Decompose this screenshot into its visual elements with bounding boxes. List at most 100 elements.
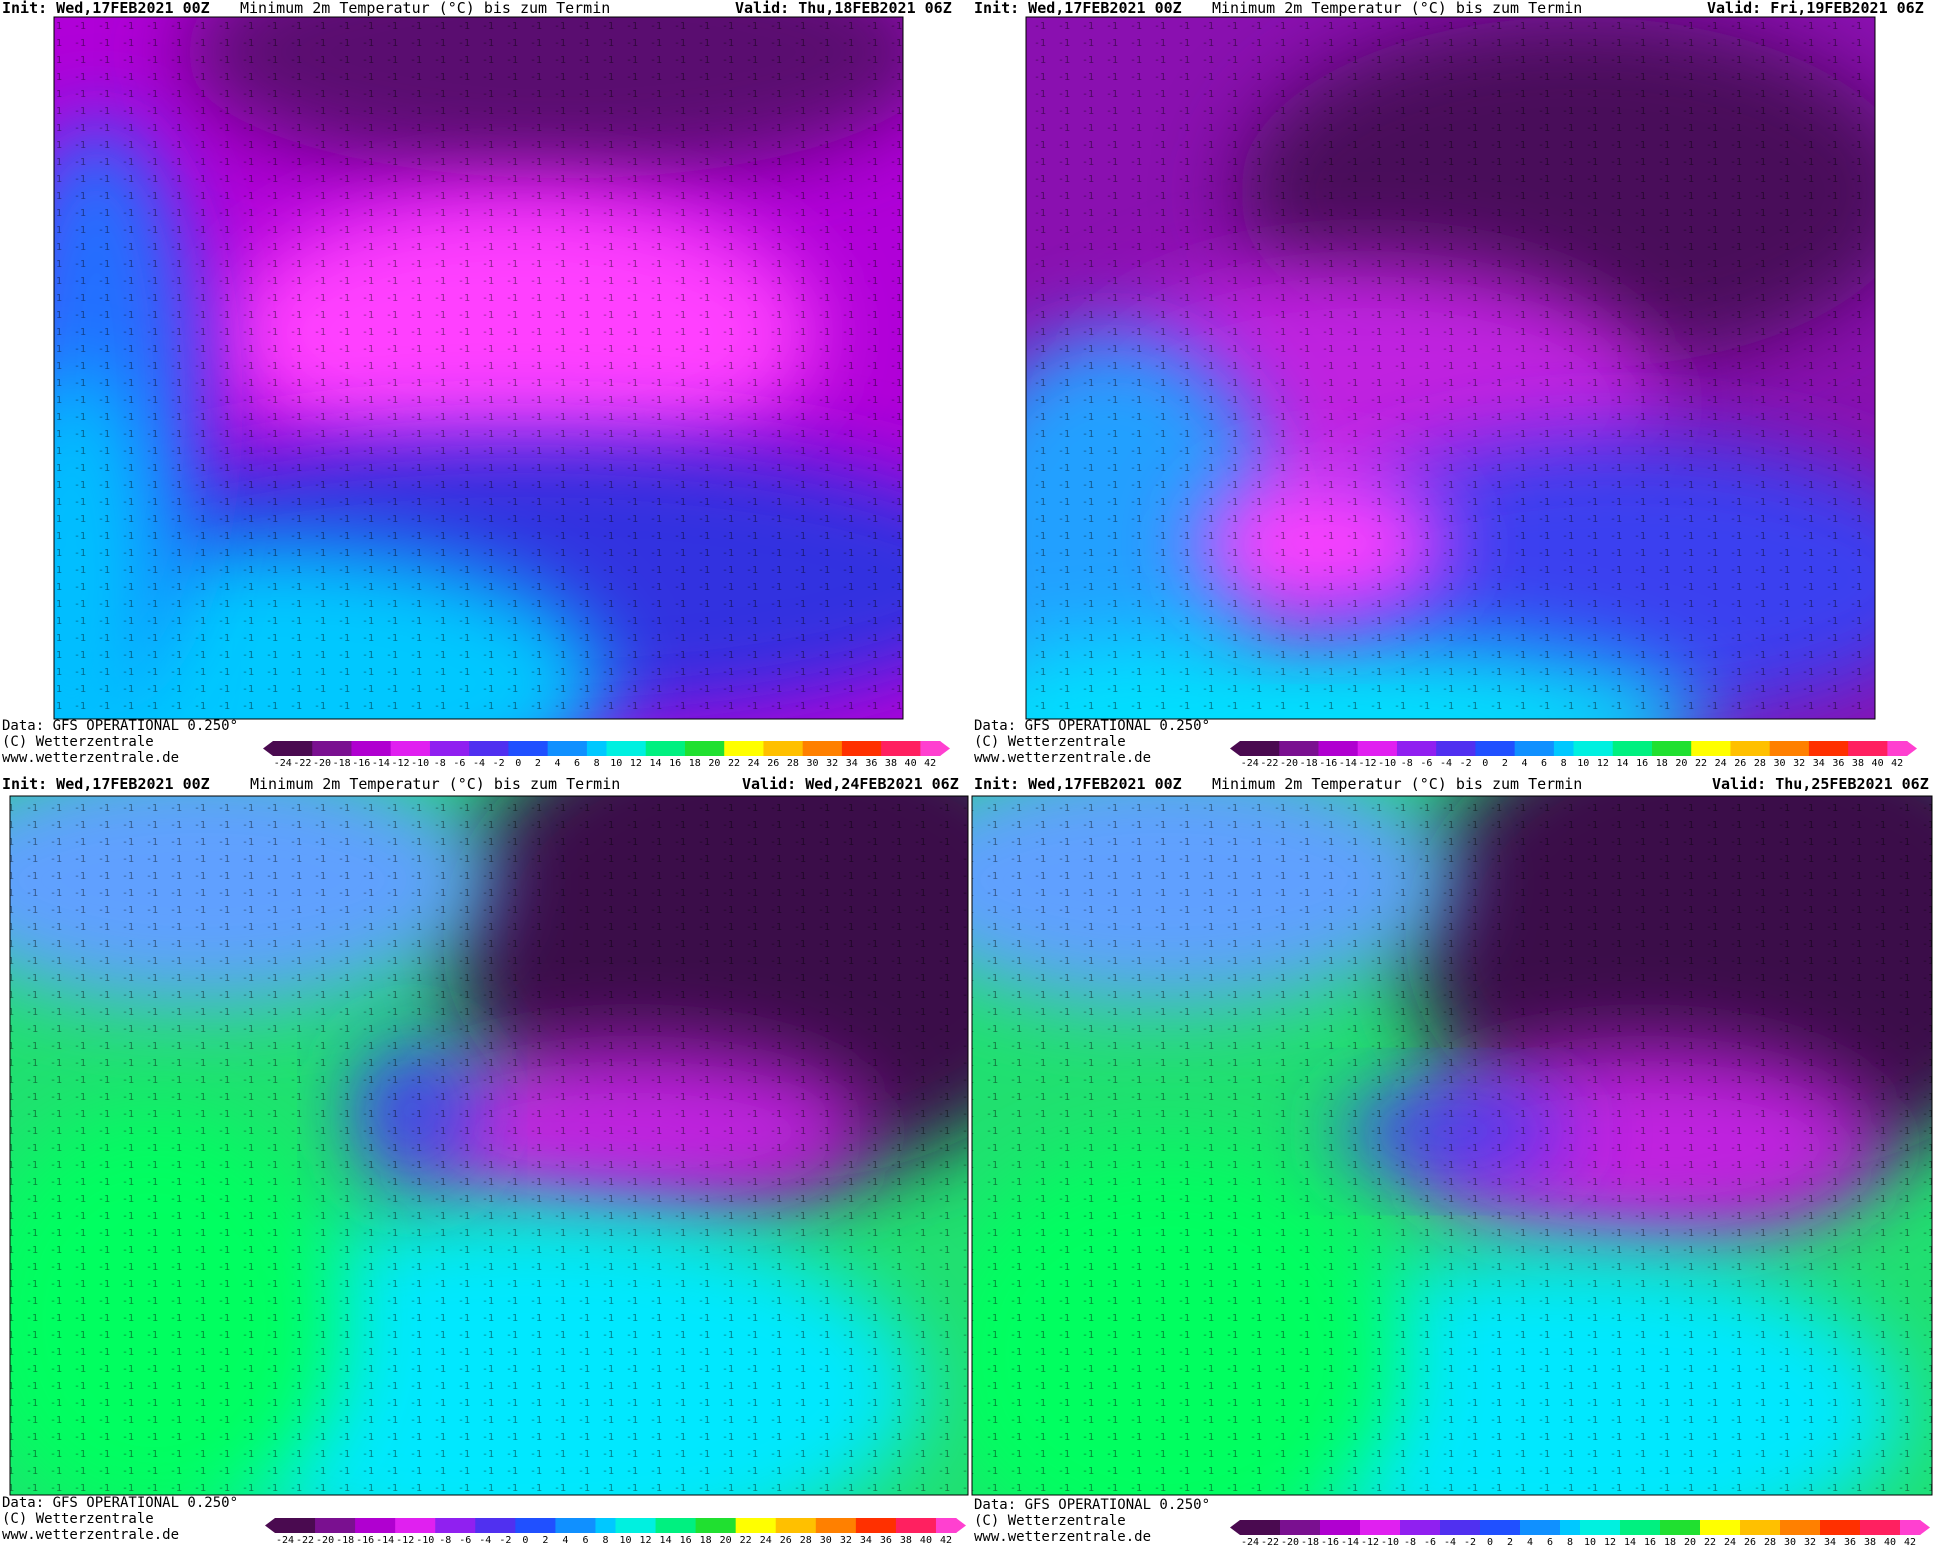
colorbar-swatch	[626, 741, 647, 756]
colorbar-label: 30	[806, 758, 818, 769]
colorbar-label: -12	[396, 1535, 414, 1546]
colorbar-label: 6	[582, 1535, 588, 1546]
colorbar-swatch	[1300, 1520, 1321, 1535]
colorbar-label: -12	[391, 758, 409, 769]
colorbar-swatch	[335, 1518, 356, 1533]
colorbar-label: 8	[1567, 1537, 1573, 1548]
colorbar-swatch	[635, 1518, 657, 1533]
colorbar-swatch	[312, 741, 333, 756]
colorbar-swatch	[1632, 741, 1653, 756]
colorbar-label: -4	[1444, 1537, 1456, 1548]
colorbar-label: -22	[1260, 758, 1278, 769]
colorbar-label: -18	[1300, 758, 1318, 769]
colorbar-swatch	[449, 741, 470, 756]
colorbar-label: 16	[680, 1535, 692, 1546]
colorbar-swatch	[1730, 741, 1751, 756]
colorbar-label: 6	[1541, 758, 1547, 769]
colorbar-swatch	[1593, 741, 1614, 756]
colorbar-label: 22	[1695, 758, 1707, 769]
colorbar-swatch	[1808, 741, 1830, 756]
map-labels	[54, 17, 903, 719]
colorbar-swatch	[1560, 1520, 1581, 1535]
colorbar-label: -6	[1420, 758, 1432, 769]
colorbar-swatch	[1880, 1520, 1901, 1535]
colorbar-swatch	[1651, 741, 1673, 756]
copyright: (C) Wetterzentrale	[974, 1513, 1126, 1529]
colorbar-swatch	[535, 1518, 556, 1533]
colorbar-label: -6	[1424, 1537, 1436, 1548]
colorbar-swatch	[567, 741, 588, 756]
colorbar-swatch	[615, 1518, 637, 1533]
init-label: Init: Wed,17FEB2021 00Z	[974, 0, 1182, 17]
colorbar-label: 20	[720, 1535, 732, 1546]
colorbar-label: 26	[780, 1535, 792, 1546]
colorbar-label: -16	[1319, 758, 1337, 769]
colorbar-swatch	[795, 1518, 817, 1533]
colorbar-swatch	[1553, 741, 1574, 756]
colorbar-label: 8	[602, 1535, 608, 1546]
map-border	[971, 795, 1933, 1496]
colorbar-swatch	[355, 1518, 376, 1533]
colorbar-label: 36	[865, 758, 877, 769]
colorbar-label: 20	[1684, 1537, 1696, 1548]
colorbar-label: 38	[1864, 1537, 1876, 1548]
colorbar-swatch	[586, 741, 607, 756]
colorbar-swatch	[1500, 1520, 1521, 1535]
data-source: Data: GFS OPERATIONAL 0.250°	[2, 718, 238, 734]
colorbar-label: 12	[630, 758, 642, 769]
colorbar-label: -12	[1358, 758, 1376, 769]
map-border	[9, 795, 969, 1496]
colorbar-swatch	[273, 741, 294, 756]
colorbar-label: 34	[860, 1535, 872, 1546]
colorbar-swatch	[1259, 741, 1280, 756]
colorbar-swatch	[900, 741, 921, 756]
map-border	[53, 16, 904, 720]
colorbar-label: -8	[1401, 758, 1413, 769]
colorbar-swatch	[1573, 741, 1594, 756]
map	[10, 796, 968, 1495]
colorbar-label: -22	[293, 758, 311, 769]
colorbar-swatch	[1780, 1520, 1801, 1535]
colorbar-swatch	[715, 1518, 737, 1533]
copyright: (C) Wetterzentrale	[2, 734, 154, 750]
copyright: (C) Wetterzentrale	[974, 734, 1126, 750]
colorbar-label: -16	[356, 1535, 374, 1546]
colorbar-swatch	[1396, 741, 1418, 756]
colorbar-label: 0	[522, 1535, 528, 1546]
colorbar-swatch	[429, 741, 451, 756]
colorbar-swatch	[1440, 1520, 1461, 1535]
colorbar-swatch	[1420, 1520, 1441, 1535]
colorbar-swatch	[1612, 741, 1633, 756]
colorbar-swatch	[1357, 741, 1378, 756]
colorbar-swatch	[1377, 741, 1398, 756]
colorbar-label: 12	[640, 1535, 652, 1546]
colorbar-swatch	[1318, 741, 1339, 756]
colorbar-label: 2	[1502, 758, 1508, 769]
init-label: Init: Wed,17FEB2021 00Z	[2, 0, 210, 17]
panel: Init: Wed,17FEB2021 00Z Minimum 2m Temper…	[2, 775, 969, 1546]
colorbar-label: 18	[1656, 758, 1668, 769]
colorbar-swatch	[1580, 1520, 1601, 1535]
colorbar-swatch	[295, 1518, 316, 1533]
title: Minimum 2m Temperatur (°C) bis zum Termi…	[250, 775, 620, 793]
colorbar-swatch	[555, 1518, 576, 1533]
colorbar-swatch	[665, 741, 686, 756]
colorbar-label: 34	[846, 758, 858, 769]
colorbar-swatch	[895, 1518, 917, 1533]
colorbar-label: 40	[905, 758, 917, 769]
init-label: Init: Wed,17FEB2021 00Z	[974, 775, 1182, 793]
colorbar-label: -10	[416, 1535, 434, 1546]
colorbar-label: 8	[594, 758, 600, 769]
colorbar-label: 4	[562, 1535, 568, 1546]
valid-label: Valid: Fri,19FEB2021 06Z	[1707, 0, 1924, 17]
colorbar-label: -2	[1464, 1537, 1476, 1548]
colorbar-swatch	[395, 1518, 416, 1533]
colorbar-end	[263, 741, 273, 756]
colorbar-label: 30	[1773, 758, 1785, 769]
map	[1026, 17, 1875, 719]
colorbar-label: 28	[1754, 758, 1766, 769]
colorbar-label: 32	[826, 758, 838, 769]
colorbar-swatch	[469, 741, 490, 756]
colorbar-end	[956, 1518, 966, 1533]
